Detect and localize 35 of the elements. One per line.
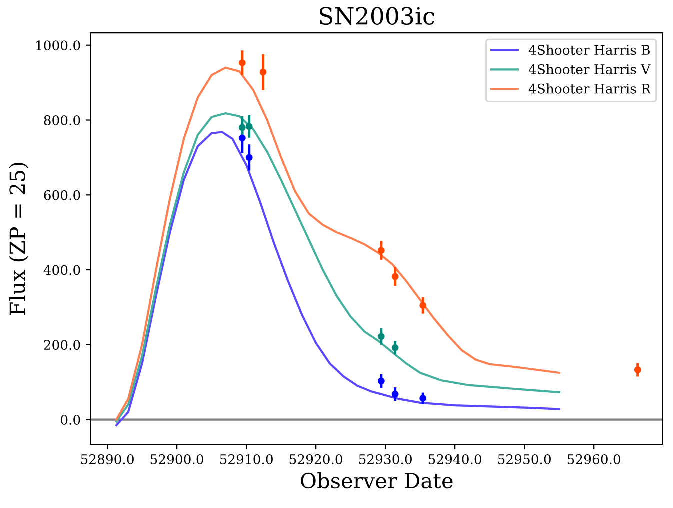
chart-title: SN2003ic	[320, 7, 435, 26]
point	[238, 134, 246, 142]
point	[378, 378, 385, 385]
point	[246, 154, 253, 162]
point	[260, 68, 267, 76]
x-axis-title: Observer Date	[301, 472, 453, 489]
x-tick-label: 52890.0	[81, 454, 134, 464]
point	[420, 394, 427, 402]
point	[634, 366, 642, 374]
y-tick-label: 600.0	[44, 190, 80, 200]
point	[238, 124, 246, 132]
point	[238, 60, 246, 66]
x-tick-label: 52950.0	[498, 454, 551, 464]
point	[246, 123, 253, 130]
y-tick-label: 400.0	[44, 265, 80, 276]
point	[378, 247, 385, 254]
y-tick-label: 200.0	[44, 340, 80, 350]
x-tick-label: 52920.0	[290, 454, 342, 464]
legend-label: 4Shooter Harris V	[528, 64, 651, 74]
y-tick-label: 0.0	[61, 415, 80, 425]
y-axis-title: Flux (ZP = 25)	[9, 162, 28, 316]
y-tick-label: 1000.0	[36, 40, 80, 51]
x-tick-label: 52910.0	[220, 454, 273, 464]
x-tick-label: 52940.0	[428, 454, 482, 464]
point	[392, 273, 399, 280]
legend-label: 4Shooter Harris R	[528, 84, 652, 94]
point	[392, 390, 399, 398]
point	[392, 344, 399, 352]
x-tick-label: 52960.0	[568, 454, 620, 464]
x-tick-label: 52930.0	[359, 454, 412, 464]
y-tick-label: 800.0	[44, 115, 80, 126]
legend-label: 4Shooter Harris B	[528, 44, 650, 56]
x-tick-label: 52900.0	[150, 454, 204, 464]
point	[378, 333, 385, 340]
point	[420, 302, 427, 310]
